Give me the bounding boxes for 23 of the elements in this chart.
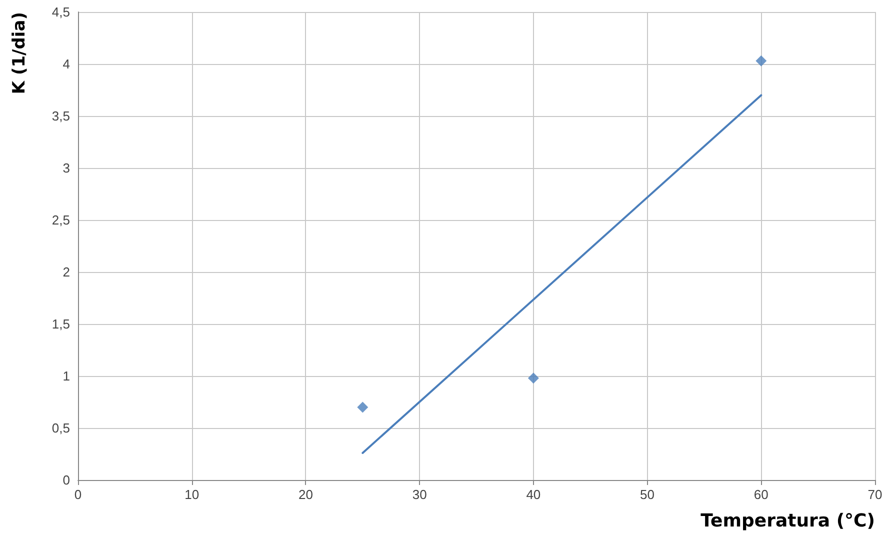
y-tick-label: 3 <box>62 160 70 176</box>
point <box>528 372 539 384</box>
y-tick-label: 3,5 <box>52 108 70 124</box>
x-tick-label: 60 <box>754 487 768 502</box>
x-tick-label: 30 <box>412 487 427 502</box>
y-tick-label: 2 <box>62 264 70 280</box>
x-axis-title: Temperatura (°C) <box>700 510 875 532</box>
x-tick-label: 20 <box>298 487 313 502</box>
y-tick-label: 1,5 <box>52 316 70 332</box>
x-tick-label: 10 <box>184 487 200 502</box>
y-tick-label: 0 <box>62 472 70 488</box>
y-tick-label: 4 <box>62 56 70 72</box>
y-tick-label: 4,5 <box>52 4 70 20</box>
point <box>357 402 368 413</box>
y-tick-label: 1 <box>62 368 70 384</box>
y-tick-label: 0,5 <box>52 420 70 436</box>
x-tick-label: 50 <box>640 487 655 502</box>
y-axis-title: K (1/dia) <box>10 12 30 94</box>
point <box>756 55 767 66</box>
y-tick-label: 2,5 <box>52 212 70 228</box>
x-tick-label: 0 <box>74 487 82 502</box>
x-tick-label: 70 <box>868 487 882 502</box>
x-tick-label: 40 <box>526 487 541 502</box>
